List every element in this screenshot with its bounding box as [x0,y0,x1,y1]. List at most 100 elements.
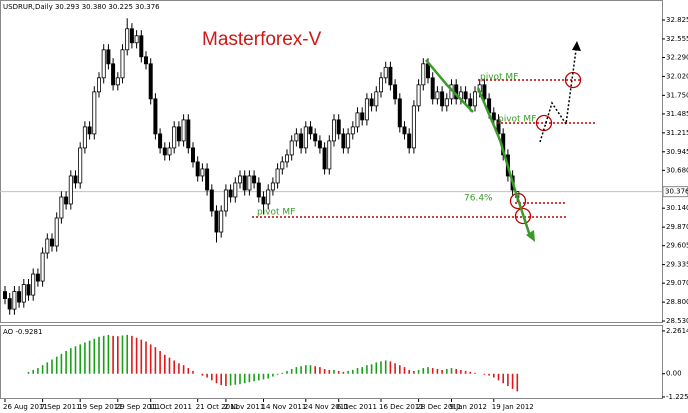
candle-body [82,126,87,149]
candle-body [444,98,449,107]
candle-body [35,273,40,282]
candle-body [294,133,299,142]
x-tick-label: 24 Nov 2011 [304,403,349,411]
x-tick-label: 26 Aug 2011 [3,403,48,411]
annotation-shapes [252,41,597,242]
candle-body [252,175,257,184]
y-tick-label: 2.2614 [666,327,688,335]
candle-body [223,189,228,212]
candle-body [435,91,440,100]
y-tick-label: 30.140 [666,204,688,212]
candle-body [491,112,496,121]
y-tick-label: 29.870 [666,223,688,231]
x-tick-label: 9 Jan 2012 [450,403,488,411]
candle-body [411,105,416,149]
candle-body [148,63,153,100]
x-tick-label: 16 Dec 2011 [379,403,424,411]
candle-body [289,140,294,156]
candle-body [327,140,332,170]
y-tick-label: 32.825 [666,16,688,24]
candle-body [209,189,214,212]
current-price-label: 30.376 [665,188,688,196]
candle-body [374,91,379,107]
candle-body [266,189,271,205]
candle-body [125,28,130,51]
candle-body [50,238,55,247]
annotation: pivot MF [257,208,295,218]
y-tick-label: 31.215 [666,129,688,137]
candle-body [313,133,318,142]
candle-body [468,98,473,107]
candle-body [369,98,374,107]
forecast-arrow [539,49,577,143]
candle-body [64,196,69,205]
candle-body [350,126,355,135]
x-tick-label: 29 Sep 2011 [116,403,160,411]
candle-body [186,119,191,149]
arrow-head [526,230,535,242]
y-tick-label: 30.945 [666,148,688,156]
chart-title: Masterforex-V [202,29,322,50]
candle-body [242,175,247,191]
x-tick-label: 14 Nov 2011 [262,403,307,411]
candle-body [407,133,412,149]
y-tick-label: 32.290 [666,54,688,62]
candle-body [143,56,148,65]
candle-body [45,238,50,254]
candle-body [284,154,289,163]
candle-body [388,66,393,86]
candle-body [87,126,92,135]
candle-body [440,91,445,107]
candle-body [425,63,430,79]
y-tick-label: 29.335 [666,261,688,269]
candle-body [7,298,12,310]
candle-body [228,189,233,198]
trend-arrow [476,87,532,237]
candle-body [181,119,186,142]
y-tick-label: 29.070 [666,279,688,287]
main-pane [0,0,663,323]
x-tick-label: 19 Sep 2011 [78,403,122,411]
candle-body [430,77,435,100]
y-tick-label: 30.680 [666,166,688,174]
candle-body [162,147,167,156]
candle-body [106,49,111,65]
candle-body [397,98,402,128]
candle-body [317,140,322,149]
x-tick-label: 19 Jan 2012 [492,403,534,411]
candle-body [17,291,22,303]
x-tick-label: 6 Dec 2011 [337,403,377,411]
candle-body [54,217,59,247]
candle-body [261,196,266,205]
annotation: 76.4% [464,194,493,204]
candle-body [416,84,421,107]
candle-body [101,49,106,79]
candle-body [176,126,181,142]
candle-body [92,91,97,135]
candle-body [360,112,365,121]
candle-body [247,175,252,191]
indicator-label: AO -0.9281 [3,328,42,336]
candle-body [341,133,346,149]
candle-body [308,126,313,135]
candle-body [73,175,78,184]
candle-body [331,119,336,142]
trend-arrow [425,59,474,113]
x-tick-label: 7 Sep 2011 [41,403,81,411]
candle-body [355,112,360,128]
arrow-head [572,41,581,51]
y-tick-label: 32.555 [666,35,688,43]
candle-body [472,91,477,107]
candle-body [270,182,275,191]
current-price-box [662,186,688,198]
candle-body [205,168,210,191]
candle-body [129,28,134,44]
candle-body [111,63,116,86]
candle-body [346,133,351,149]
candle-body [402,126,407,135]
candle-body [463,91,468,100]
candle-body [195,161,200,177]
x-tick-label: 11 Oct 2011 [149,403,192,411]
